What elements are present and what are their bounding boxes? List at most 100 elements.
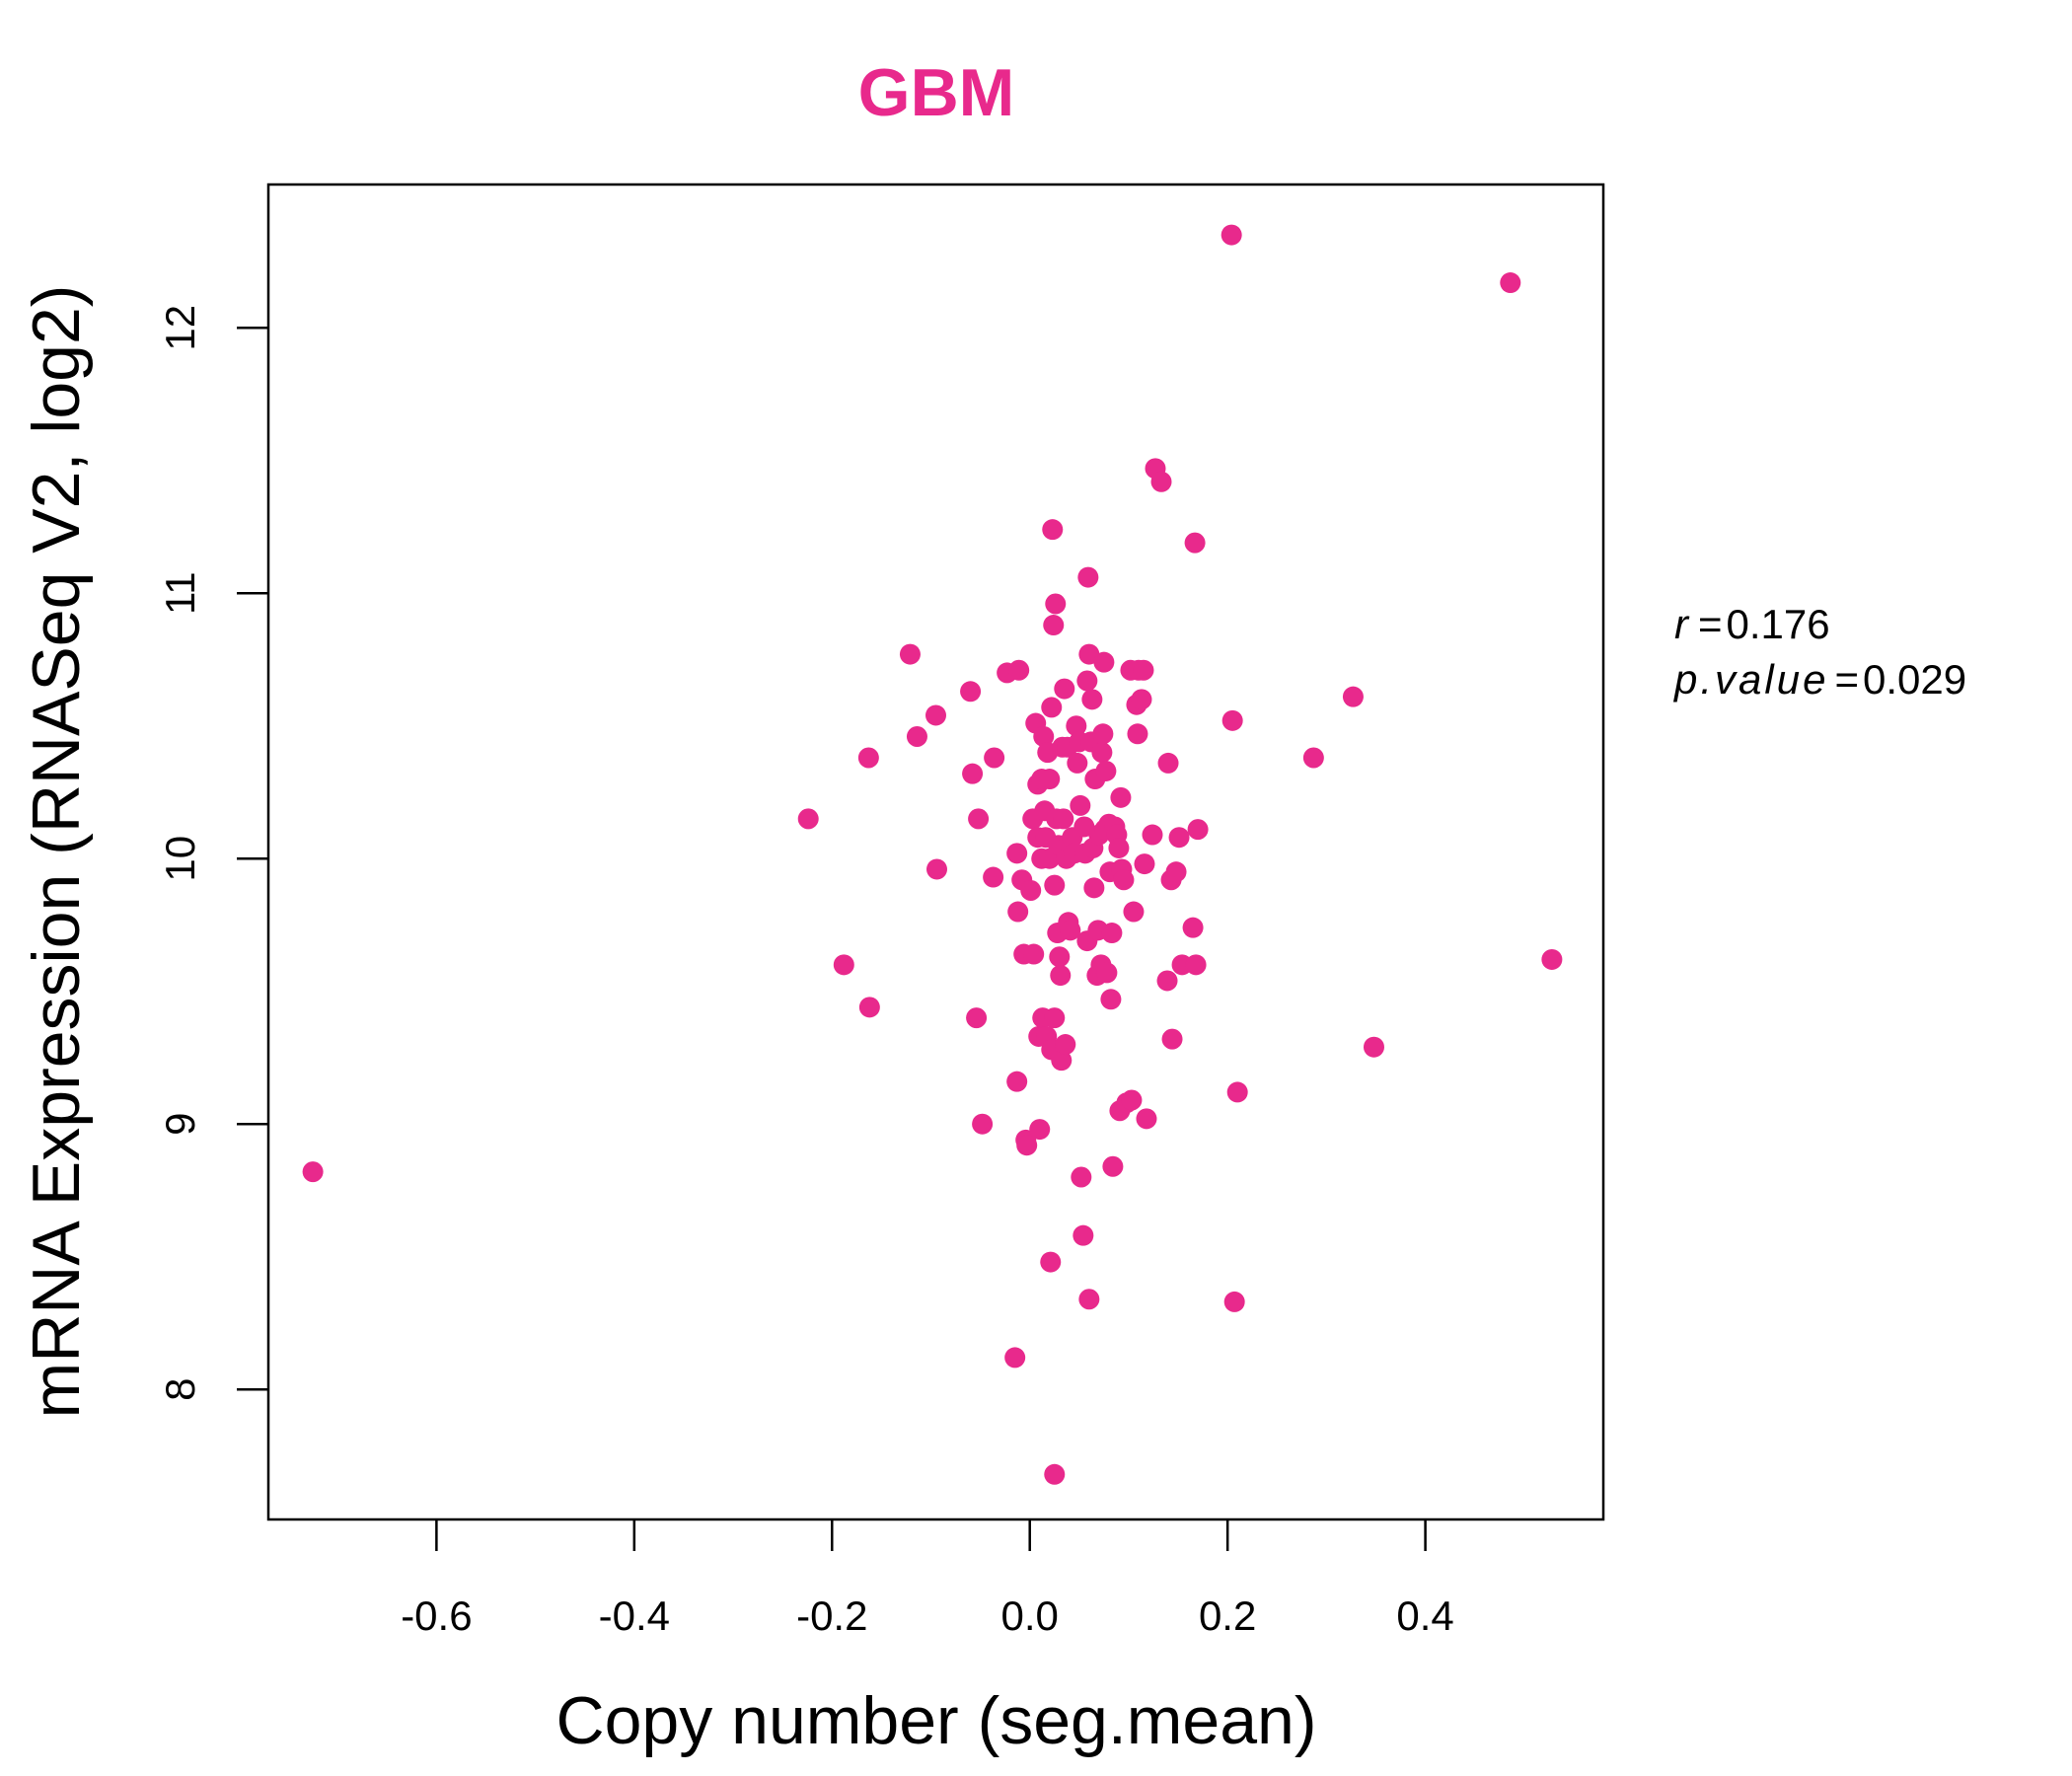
correlation-stats: r =0.176 p.value =0.029: [1672, 601, 1966, 703]
data-point: [1076, 670, 1098, 692]
r-statistic: r =0.176: [1674, 601, 1830, 647]
p-value-equals: =: [1834, 656, 1859, 703]
data-point: [1123, 901, 1145, 923]
data-point: [1008, 659, 1030, 681]
data-point: [1102, 1155, 1124, 1177]
plot-frame: [266, 183, 1605, 1521]
data-point: [983, 866, 1004, 888]
data-point: [1134, 853, 1155, 875]
data-point: [1049, 946, 1071, 968]
data-point: [1004, 1347, 1026, 1369]
data-point: [1033, 725, 1055, 747]
data-point: [857, 747, 879, 769]
data-point: [1127, 723, 1148, 745]
chart-title: GBM: [858, 55, 1015, 130]
data-point: [1541, 948, 1563, 970]
x-axis: -0.6 -0.4 -0.2 0.0 0.2 0.4: [401, 1519, 1454, 1639]
data-point: [1044, 1463, 1066, 1485]
data-point: [1113, 869, 1135, 891]
data-point: [1044, 874, 1066, 896]
y-tick-label: 12: [157, 305, 203, 351]
x-tick-label: 0.4: [1396, 1592, 1453, 1639]
data-point: [1055, 1034, 1076, 1056]
data-point: [1040, 1251, 1062, 1273]
data-point: [1006, 843, 1028, 864]
data-point: [1156, 970, 1178, 992]
data-point: [960, 681, 982, 703]
data-point: [1101, 923, 1123, 944]
data-point: [1029, 1119, 1051, 1141]
data-point: [1223, 1291, 1245, 1312]
r-value: 0.176: [1727, 601, 1830, 647]
data-point: [984, 747, 1005, 769]
x-tick-label: -0.2: [796, 1592, 867, 1639]
data-point: [1096, 962, 1118, 984]
data-point: [1133, 659, 1154, 681]
data-point: [1050, 965, 1072, 987]
p-value-statistic: p.value =0.029: [1672, 656, 1966, 703]
y-tick-label: 8: [157, 1378, 203, 1401]
data-point: [1131, 689, 1152, 710]
data-point: [1092, 723, 1114, 745]
data-point: [1168, 827, 1190, 849]
data-point: [1043, 615, 1065, 636]
p-value-label: p.value: [1672, 656, 1828, 703]
data-point: [1053, 808, 1074, 830]
data-point: [1078, 1289, 1100, 1310]
data-point: [1136, 1108, 1157, 1130]
data-point: [1363, 1036, 1384, 1058]
data-point: [968, 808, 990, 830]
r-label: r: [1674, 601, 1690, 647]
data-point: [1042, 519, 1064, 541]
data-point: [1016, 1135, 1038, 1156]
data-point: [1142, 824, 1163, 846]
y-tick-label: 11: [157, 571, 203, 615]
data-point: [966, 1007, 988, 1029]
p-value-value: 0.029: [1863, 656, 1966, 703]
data-point: [1184, 532, 1206, 554]
y-axis: 8 9 10 11 12: [157, 305, 268, 1401]
data-point: [302, 1161, 324, 1183]
y-tick-label: 9: [157, 1113, 203, 1136]
data-point: [1044, 1007, 1066, 1029]
data-point: [1221, 224, 1242, 246]
data-point: [925, 704, 946, 726]
data-point: [1185, 954, 1207, 976]
data-point: [972, 1113, 994, 1135]
data-point: [1342, 686, 1364, 707]
x-tick-label: 0.0: [1001, 1592, 1059, 1639]
data-point: [1066, 715, 1087, 737]
x-tick-label: -0.4: [599, 1592, 670, 1639]
data-point: [1071, 1166, 1092, 1188]
data-point: [1100, 989, 1122, 1010]
data-point: [833, 954, 854, 976]
r-equals: =: [1698, 601, 1723, 647]
x-tick-label: -0.6: [401, 1592, 472, 1639]
y-axis-label: mRNA Expression (RNASeq V2, log2): [19, 285, 94, 1419]
y-tick-label: 10: [157, 836, 203, 882]
data-point: [1041, 697, 1063, 718]
x-tick-label: 0.2: [1199, 1592, 1256, 1639]
data-point: [1081, 689, 1103, 710]
data-point: [1007, 901, 1029, 923]
data-point: [1095, 760, 1117, 781]
data-point: [1165, 861, 1187, 883]
data-point: [1221, 709, 1243, 731]
x-axis-label: Copy number (seg.mean): [555, 1683, 1316, 1758]
data-point: [1006, 1071, 1028, 1092]
data-point: [1150, 471, 1172, 492]
data-point: [1060, 920, 1081, 941]
data-point: [1083, 877, 1105, 899]
data-point: [1023, 943, 1045, 965]
data-point: [1157, 752, 1179, 774]
data-point: [1091, 742, 1113, 764]
data-point: [1054, 678, 1075, 700]
data-point: [926, 858, 948, 880]
scatter-points: [302, 224, 1563, 1485]
data-point: [899, 643, 921, 665]
data-point: [1070, 794, 1091, 816]
data-point: [1110, 786, 1132, 808]
data-point: [1226, 1081, 1248, 1103]
data-point: [1039, 769, 1061, 790]
